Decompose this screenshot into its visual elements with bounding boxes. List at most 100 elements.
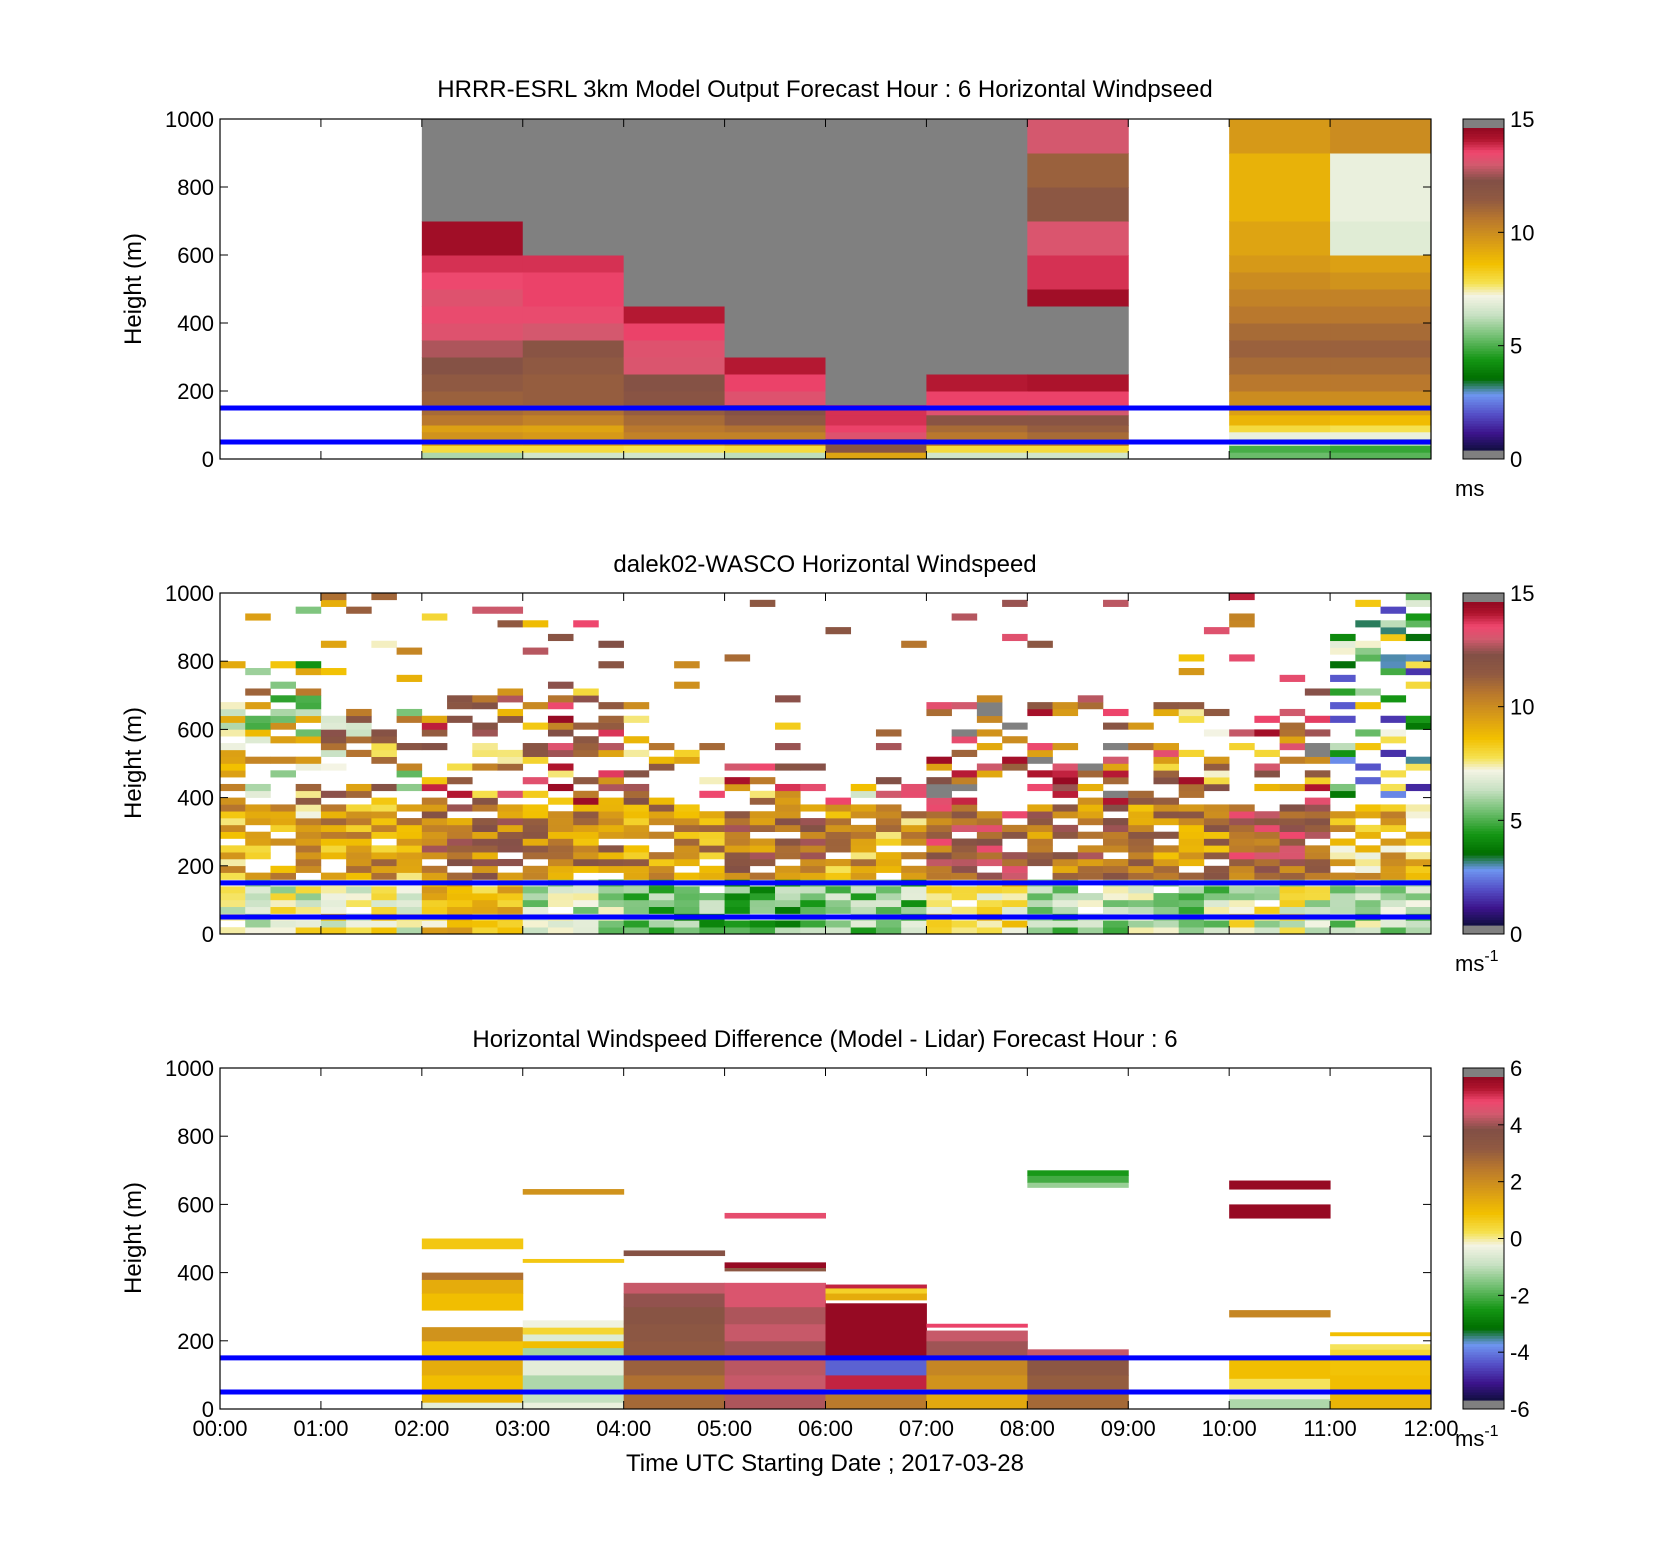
heatmap-cell	[598, 899, 624, 908]
heatmap-cell	[573, 920, 599, 928]
heatmap-cell	[1203, 627, 1230, 635]
colorbar-swatch	[1463, 723, 1504, 727]
heatmap-cell	[951, 920, 978, 928]
colorbar-swatch	[1463, 420, 1504, 424]
colorbar-swatch	[1463, 1203, 1504, 1207]
heatmap-cell	[421, 1327, 524, 1342]
heatmap-cell	[1380, 654, 1407, 662]
heatmap-cell	[825, 445, 927, 453]
heatmap-cell	[270, 804, 296, 812]
heatmap-cell	[1203, 708, 1230, 717]
colorbar-swatch	[1463, 1214, 1504, 1218]
heatmap-cell	[1229, 374, 1331, 392]
heatmap-cell	[220, 824, 246, 832]
heatmap-cell	[1304, 811, 1331, 819]
colorbar-swatch	[1463, 1295, 1504, 1299]
heatmap-cell	[623, 306, 726, 324]
heatmap-cell	[295, 845, 322, 853]
heatmap-cell	[1178, 783, 1205, 792]
heatmap-cell	[1052, 858, 1079, 867]
heatmap-cell	[1254, 824, 1280, 832]
heatmap-cell	[926, 783, 952, 792]
heatmap-cell	[472, 838, 498, 846]
heatmap-cell	[1380, 899, 1407, 908]
colorbar-swatch	[1463, 229, 1504, 234]
colorbar-swatch	[1463, 318, 1504, 322]
colorbar-swatch	[1463, 200, 1504, 204]
heatmap-cell	[699, 865, 725, 873]
colorbar-swatch	[1463, 334, 1504, 338]
heatmap-cell	[825, 1374, 927, 1390]
colorbar-swatch	[1463, 747, 1504, 751]
heatmap-cell	[1153, 804, 1180, 812]
heatmap-cell	[825, 1357, 927, 1376]
colorbar-swatch	[1463, 1152, 1504, 1156]
heatmap-cell	[270, 708, 296, 717]
colorbar-swatch	[1463, 1211, 1504, 1215]
heatmap-cell	[674, 661, 700, 669]
colorbar-swatch	[1463, 655, 1504, 660]
colorbar-swatch	[1463, 382, 1504, 387]
colorbar-tick-label: 10	[1510, 220, 1534, 245]
heatmap-cell	[724, 374, 826, 392]
heatmap-cell	[522, 119, 625, 256]
heatmap-cell	[674, 749, 700, 757]
heatmap-cell	[901, 818, 927, 826]
heatmap-cell	[320, 668, 347, 676]
heatmap-cell	[447, 852, 473, 860]
heatmap-cell	[1052, 777, 1079, 785]
heatmap-cell	[926, 852, 952, 860]
heatmap-cell	[800, 865, 826, 873]
heatmap-cell	[1027, 1170, 1129, 1176]
colorbar-swatch	[1463, 1168, 1504, 1172]
heatmap-cell	[951, 858, 978, 867]
chart-title: dalek02-WASCO Horizontal Windspeed	[613, 551, 1036, 578]
heatmap-cell	[775, 722, 801, 730]
colorbar-swatch	[1463, 1249, 1504, 1253]
heatmap-cell	[724, 414, 826, 426]
heatmap-cell	[1229, 811, 1255, 819]
heatmap-cell	[1380, 818, 1407, 826]
colorbar-swatch	[1463, 755, 1504, 759]
colorbar-swatch	[1463, 157, 1504, 161]
heatmap-cell	[220, 886, 246, 894]
heatmap-cell	[1330, 1357, 1431, 1376]
heatmap-cell	[1405, 668, 1431, 676]
heatmap-cell	[1077, 852, 1104, 860]
heatmap-cell	[749, 845, 776, 853]
heatmap-cell	[522, 790, 549, 798]
heatmap-cell	[1103, 804, 1129, 812]
colorbar-swatch	[1463, 297, 1504, 301]
heatmap-cell	[1229, 845, 1255, 853]
heatmap-cell	[1254, 729, 1280, 737]
heatmap-cell	[648, 920, 675, 928]
colorbar-swatch	[1463, 431, 1504, 435]
heatmap-cell	[1405, 906, 1431, 914]
heatmap-cell	[346, 872, 372, 880]
heatmap-cell	[648, 763, 675, 771]
heatmap-cell	[573, 818, 599, 826]
colorbar-swatch	[1463, 1103, 1504, 1108]
heatmap-cell	[699, 872, 725, 880]
heatmap-cell	[1405, 661, 1431, 669]
colorbar-swatch	[1463, 184, 1504, 188]
heatmap-cell	[573, 865, 599, 873]
heatmap-cell	[1077, 865, 1104, 873]
colorbar-swatch	[1463, 1227, 1504, 1232]
heatmap-cell	[1229, 431, 1331, 440]
colorbar-swatch	[1463, 1348, 1504, 1353]
heatmap-cell	[850, 865, 877, 873]
heatmap-cell	[1027, 818, 1053, 826]
heatmap-cell	[522, 818, 549, 826]
heatmap-cell	[1279, 852, 1306, 860]
heatmap-cell	[976, 729, 1003, 737]
colorbar-swatch	[1463, 1327, 1504, 1331]
heatmap-cells	[421, 1170, 1431, 1409]
heatmap-cell	[270, 811, 296, 819]
heatmap-cell	[1178, 838, 1205, 846]
colorbar-swatch	[1463, 1305, 1504, 1310]
colorbar-underflow	[1463, 450, 1504, 459]
heatmap-cell	[1002, 886, 1028, 894]
heatmap-cell	[724, 824, 751, 832]
heatmap-cell	[346, 722, 372, 730]
